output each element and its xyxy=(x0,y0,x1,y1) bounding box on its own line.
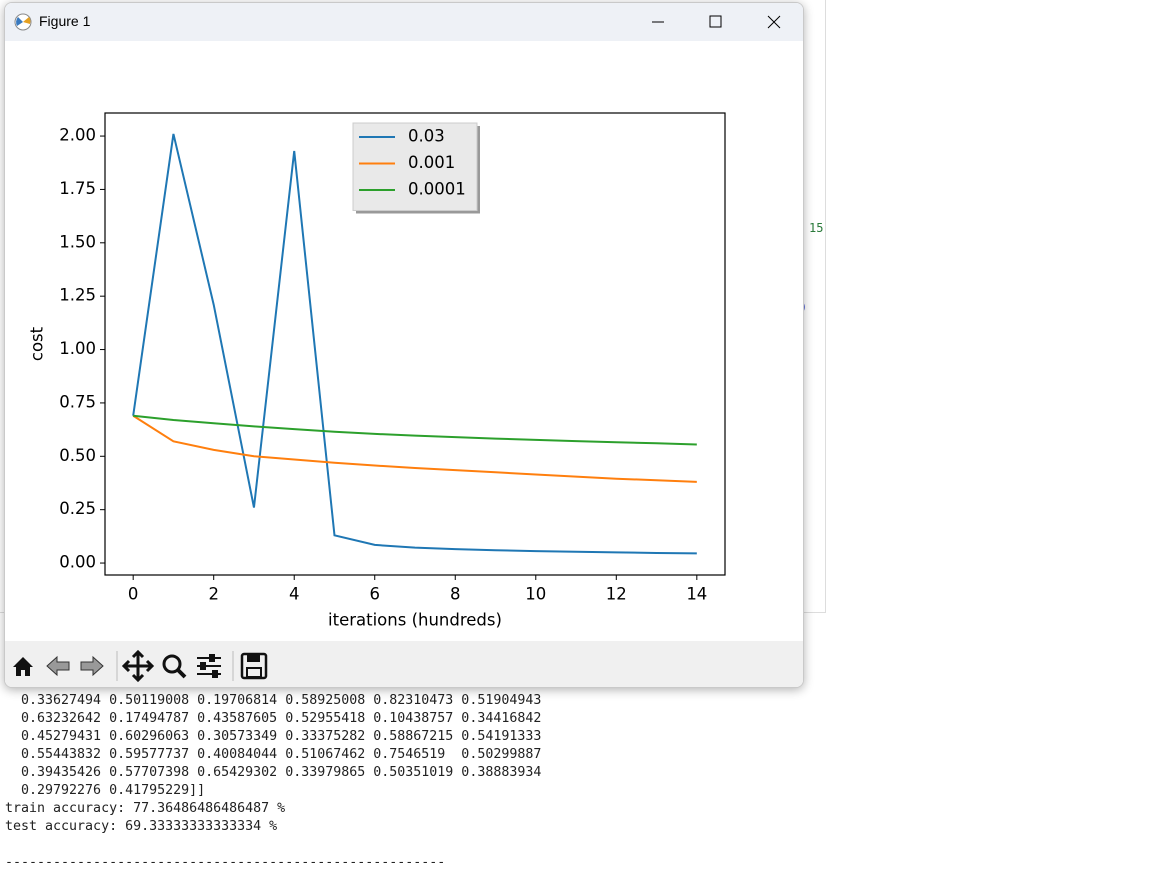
y-tick-label: 1.50 xyxy=(59,232,96,251)
chart: iterations (hundreds) cost 0 2 4 6 8 10 12 14 0.… xyxy=(28,112,726,630)
line-series xyxy=(132,133,697,555)
plot-frame xyxy=(104,112,726,576)
app-icon xyxy=(14,13,32,31)
console-line: 0.55443832 0.59577737 0.40084044 0.51067… xyxy=(5,747,542,762)
x-tick-label: 10 xyxy=(525,585,546,604)
console-line: 0.33627494 0.50119008 0.19706814 0.58925… xyxy=(5,693,542,708)
x-axis-label: iterations (hundreds) xyxy=(328,611,502,630)
y-tick-label: 0.25 xyxy=(59,499,96,518)
console-separator: ----------------------------------------… xyxy=(5,855,446,870)
x-tick-label: 0 xyxy=(128,585,139,604)
y-axis-label: cost xyxy=(28,326,47,361)
y-tick-label: 1.00 xyxy=(59,339,96,358)
background-text: 15 xyxy=(809,221,824,235)
console-output: 0.33627494 0.50119008 0.19706814 0.58925… xyxy=(5,692,541,836)
y-tick-label: 0.75 xyxy=(59,392,96,411)
x-tick-label: 8 xyxy=(450,585,461,604)
legend: 0.03 0.001 0.0001 xyxy=(352,122,480,214)
legend-label: 0.001 xyxy=(408,153,455,172)
save-button[interactable] xyxy=(240,652,268,680)
console-line: test accuracy: 69.33333333333334 % xyxy=(5,819,278,834)
x-tick-label: 14 xyxy=(686,585,707,604)
y-tick-label: 0.00 xyxy=(59,553,96,572)
x-tick-label: 12 xyxy=(606,585,627,604)
back-button[interactable] xyxy=(46,655,70,677)
line-series xyxy=(132,414,697,483)
x-tick-label: 2 xyxy=(208,585,219,604)
y-tick-label: 2.00 xyxy=(59,126,96,145)
home-button[interactable] xyxy=(13,657,33,676)
close[interactable] xyxy=(767,15,781,29)
maximize[interactable] xyxy=(709,15,722,28)
legend-label: 0.0001 xyxy=(408,180,466,199)
divider-v xyxy=(825,0,826,612)
line-series xyxy=(133,414,697,446)
pan-button[interactable] xyxy=(121,649,155,683)
zoom-button[interactable] xyxy=(162,654,187,679)
window-title: Figure 1 xyxy=(39,13,91,29)
toolbar-icons xyxy=(13,649,268,683)
configure-button[interactable] xyxy=(197,654,221,678)
y-tick-label: 1.75 xyxy=(59,179,96,198)
y-tick-label: 1.25 xyxy=(59,286,96,305)
figure-window: Figure 1 iterations (hundreds) cost 0 2 4 6… xyxy=(4,2,804,688)
forward-button[interactable] xyxy=(80,655,104,677)
toolbar xyxy=(5,641,803,687)
title-bar: Figure 1 xyxy=(5,3,804,41)
console-line: 0.29792276 0.41795229]] xyxy=(5,783,206,798)
console-line: train accuracy: 77.36486486486487 % xyxy=(5,801,286,816)
console-line: 0.63232642 0.17494787 0.43587605 0.52955… xyxy=(5,711,542,726)
x-tick-label: 4 xyxy=(289,585,300,604)
x-tick-label: 6 xyxy=(369,585,380,604)
y-tick-label: 0.50 xyxy=(59,446,96,465)
legend-label: 0.03 xyxy=(408,127,445,146)
window-controls[interactable] xyxy=(625,3,804,41)
console-line: 0.39435426 0.57707398 0.65429302 0.33979… xyxy=(5,765,542,780)
console-line: 0.45279431 0.60296063 0.30573349 0.33375… xyxy=(5,729,542,744)
